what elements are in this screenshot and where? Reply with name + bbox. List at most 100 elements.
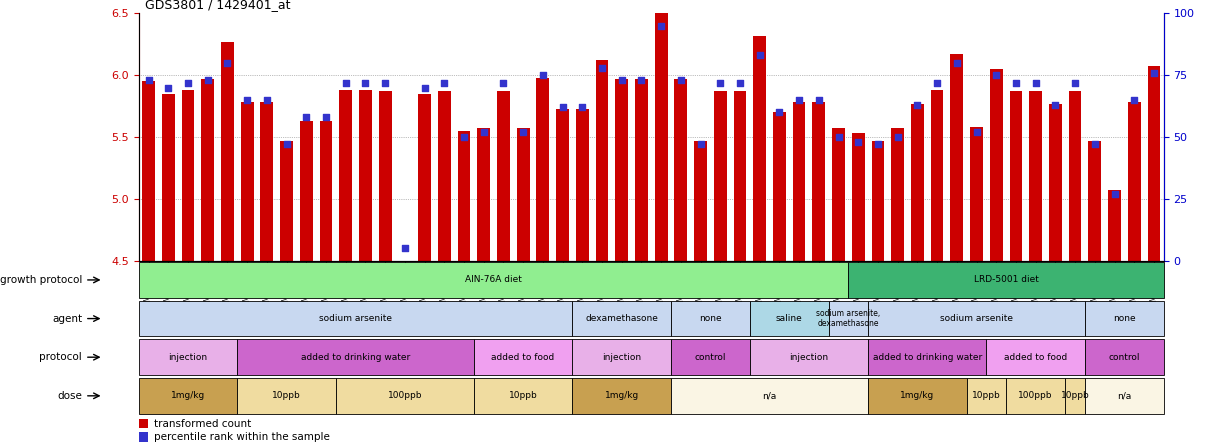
Bar (851, 133, 865, 261)
Point (790, 96, 809, 103)
Point (277, 141, 297, 148)
Text: none: none (1113, 314, 1136, 323)
Text: sodium arsenite,
dexamethasone: sodium arsenite, dexamethasone (816, 309, 880, 328)
Text: sodium arsenite: sodium arsenite (320, 314, 392, 323)
Bar (497, 91, 510, 261)
Bar (139, 419, 148, 428)
Point (927, 79, 947, 86)
Bar (139, 262, 848, 298)
Point (552, 104, 572, 111)
Point (1124, 96, 1143, 103)
Text: percentile rank within the sample: percentile rank within the sample (154, 432, 329, 442)
Point (592, 64, 611, 71)
Bar (359, 90, 371, 261)
Bar (848, 262, 1164, 298)
Bar (750, 301, 829, 337)
Point (888, 134, 907, 141)
Bar (674, 79, 687, 261)
Point (257, 96, 276, 103)
Bar (418, 94, 431, 261)
Bar (754, 36, 766, 261)
Point (672, 76, 691, 83)
Point (434, 79, 453, 86)
Text: n/a: n/a (1117, 391, 1131, 400)
Bar (280, 141, 293, 261)
Point (1065, 79, 1084, 86)
Text: agent: agent (52, 313, 82, 324)
Point (1046, 101, 1065, 108)
Bar (967, 378, 1006, 414)
Bar (750, 339, 868, 375)
Text: 1mg/kg: 1mg/kg (900, 391, 935, 400)
Bar (241, 103, 253, 261)
Bar (335, 378, 474, 414)
Bar (320, 121, 333, 261)
Point (868, 141, 888, 148)
Bar (671, 378, 868, 414)
Bar (911, 103, 924, 261)
Text: AIN-76A diet: AIN-76A diet (466, 275, 522, 285)
Bar (478, 128, 490, 261)
Bar (1085, 301, 1164, 337)
Point (632, 76, 651, 83)
Bar (1009, 91, 1023, 261)
Point (297, 114, 316, 121)
Point (514, 128, 533, 135)
Bar (238, 378, 335, 414)
Bar (139, 378, 238, 414)
Text: 100ppb: 100ppb (387, 391, 422, 400)
Text: 1mg/kg: 1mg/kg (171, 391, 205, 400)
Text: 10ppb: 10ppb (1061, 391, 1089, 400)
Bar (1148, 67, 1160, 261)
Bar (950, 54, 964, 261)
Point (159, 84, 178, 91)
Text: dexamethasone: dexamethasone (585, 314, 658, 323)
Bar (596, 60, 608, 261)
Bar (891, 128, 904, 261)
Bar (695, 141, 707, 261)
Point (710, 79, 730, 86)
Point (415, 84, 434, 91)
Bar (573, 301, 671, 337)
Text: 1mg/kg: 1mg/kg (604, 391, 639, 400)
Bar (260, 103, 274, 261)
Bar (537, 78, 549, 261)
Text: 100ppb: 100ppb (1018, 391, 1053, 400)
Bar (238, 339, 474, 375)
Bar (300, 121, 312, 261)
Bar (474, 339, 573, 375)
Text: added to drinking water: added to drinking water (302, 353, 410, 362)
Bar (398, 261, 411, 275)
Bar (970, 127, 983, 261)
Bar (474, 378, 573, 414)
Point (967, 128, 987, 135)
Point (533, 71, 552, 79)
Text: injection: injection (790, 353, 829, 362)
Bar (1065, 378, 1085, 414)
Bar (714, 91, 727, 261)
Bar (1128, 103, 1141, 261)
Text: injection: injection (602, 353, 642, 362)
Point (198, 76, 217, 83)
Point (316, 114, 335, 121)
Point (849, 139, 868, 146)
Point (1006, 79, 1025, 86)
Point (769, 109, 789, 116)
Text: sodium arsenite: sodium arsenite (939, 314, 1013, 323)
Point (218, 59, 238, 66)
Bar (1029, 91, 1042, 261)
Bar (868, 339, 987, 375)
Text: protocol: protocol (40, 352, 82, 362)
Text: 10ppb: 10ppb (509, 391, 538, 400)
Point (178, 79, 198, 86)
Text: control: control (1108, 353, 1140, 362)
Bar (792, 103, 806, 261)
Bar (182, 90, 194, 261)
Bar (139, 301, 573, 337)
Point (474, 128, 493, 135)
Point (238, 96, 257, 103)
Bar (872, 141, 884, 261)
Point (651, 22, 671, 29)
Text: 10ppb: 10ppb (972, 391, 1001, 400)
Point (1144, 69, 1164, 76)
